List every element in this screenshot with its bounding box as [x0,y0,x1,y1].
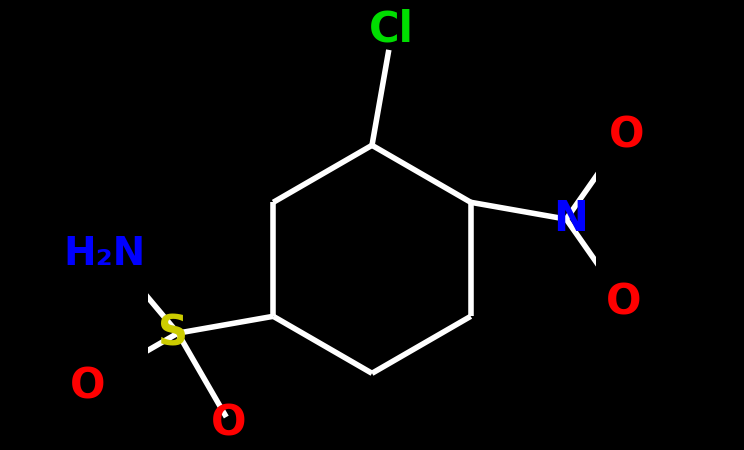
Text: H₂N: H₂N [63,235,146,274]
Text: Cl: Cl [368,9,414,51]
Text: O: O [211,403,246,445]
Text: N: N [554,198,588,240]
Text: O: O [606,282,642,324]
Text: S: S [158,312,188,354]
Text: O: O [609,114,644,156]
Text: O: O [69,365,105,407]
